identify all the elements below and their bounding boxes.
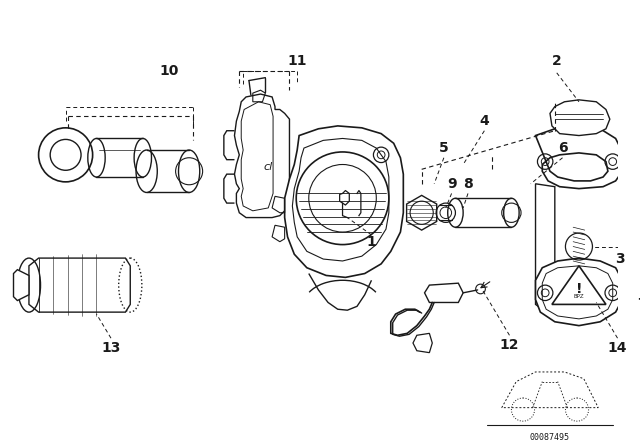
Text: 3: 3 [614, 252, 624, 266]
Text: 8: 8 [463, 177, 473, 191]
Polygon shape [13, 270, 29, 301]
Polygon shape [29, 258, 131, 312]
Text: !: ! [576, 282, 582, 296]
Polygon shape [536, 258, 622, 326]
Text: 13: 13 [101, 341, 121, 355]
Polygon shape [413, 333, 432, 353]
Text: 00087495: 00087495 [530, 433, 570, 442]
Polygon shape [285, 126, 403, 277]
Text: 2: 2 [552, 54, 562, 68]
Polygon shape [424, 283, 463, 302]
Text: 6: 6 [557, 141, 567, 155]
Text: 10: 10 [159, 64, 179, 78]
Text: 11: 11 [287, 54, 307, 68]
Text: cl: cl [264, 162, 273, 172]
Polygon shape [550, 100, 610, 136]
Polygon shape [536, 126, 622, 189]
Text: 7: 7 [637, 297, 640, 311]
Polygon shape [536, 184, 555, 309]
Text: 14: 14 [608, 341, 627, 355]
Text: 5: 5 [439, 141, 449, 155]
Text: 4: 4 [479, 114, 489, 128]
Text: BPZ: BPZ [573, 294, 584, 299]
Text: 1: 1 [367, 235, 376, 249]
Polygon shape [552, 266, 606, 304]
Text: 9: 9 [447, 177, 456, 191]
Text: 12: 12 [500, 338, 519, 352]
